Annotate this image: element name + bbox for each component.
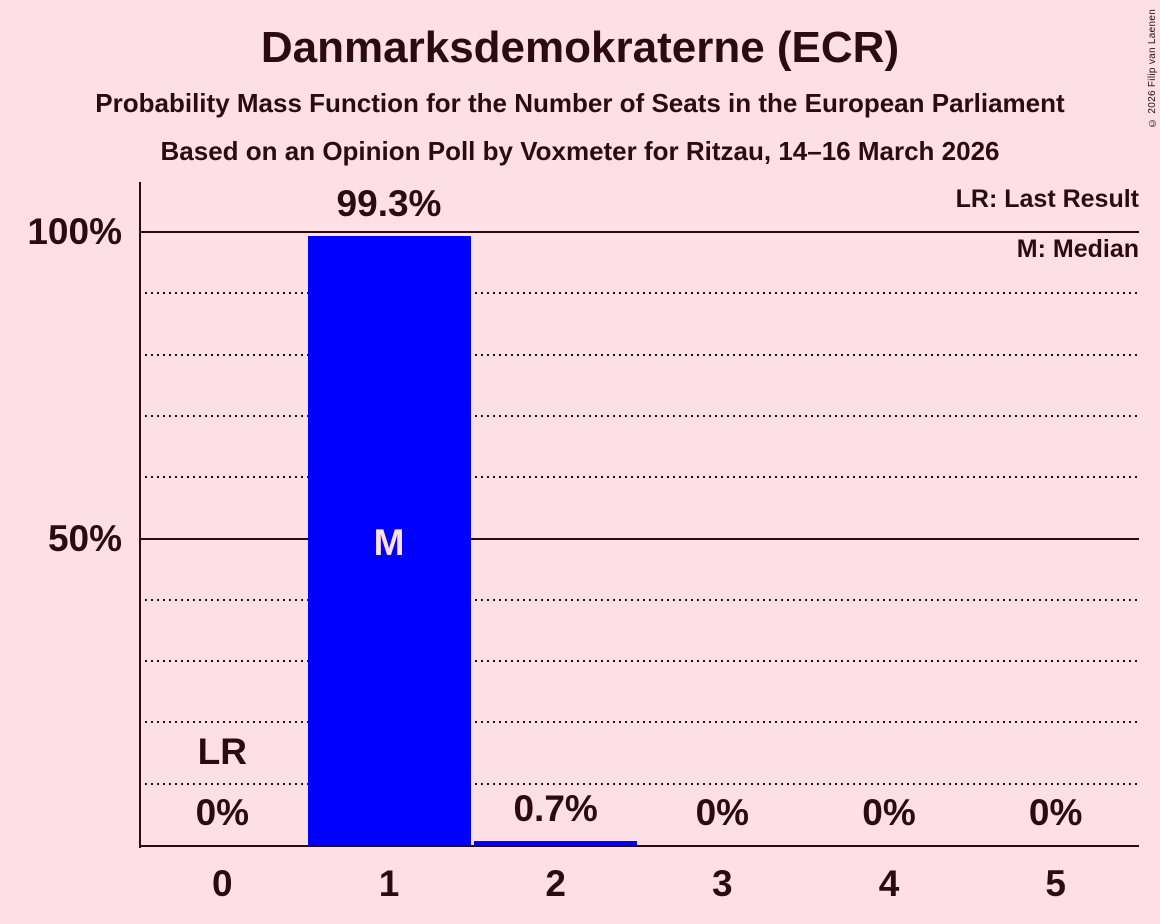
value-label-5: 0%: [1028, 792, 1083, 833]
value-label-2: 0.7%: [513, 788, 598, 829]
y-axis-line: [139, 182, 141, 848]
plot-area: LR: Last Result M: Median 0% 0 LR 99.3% 1 M 0.…: [139, 182, 1139, 904]
x-axis-label-0: 0: [212, 863, 233, 904]
gridline-40pct: [139, 599, 1139, 601]
value-label-3: 0%: [695, 792, 750, 833]
gridline-100pct: [139, 231, 1139, 233]
gridline-90pct: [139, 292, 1139, 294]
gridline-50pct: [139, 538, 1139, 540]
value-label-4: 0%: [862, 792, 916, 833]
value-label-0: 0%: [195, 792, 250, 833]
gridline-80pct: [139, 354, 1139, 356]
x-axis-label-1: 1: [378, 863, 400, 904]
x-axis-label-4: 4: [878, 863, 900, 904]
legend-median: M: Median: [1016, 235, 1139, 263]
value-label-1: 99.3%: [336, 183, 442, 224]
gridline-20pct: [139, 721, 1139, 723]
bar-seats-2: [474, 841, 637, 845]
gridline-30pct: [139, 660, 1139, 662]
chart-title: Danmarksdemokraterne (ECR): [260, 23, 900, 72]
x-axis-label-2: 2: [545, 863, 566, 904]
x-axis-label-5: 5: [1045, 863, 1066, 904]
y-axis-label-50: 50%: [47, 518, 122, 559]
gridline-10pct: [139, 783, 1139, 785]
bar-seats-1: [308, 236, 471, 845]
chart-subtitle: Probability Mass Function for the Number…: [95, 88, 1065, 118]
chart-source-line: Based on an Opinion Poll by Voxmeter for…: [160, 136, 1000, 166]
y-axis-label-100: 100%: [27, 211, 122, 252]
legend-last-result: LR: Last Result: [955, 185, 1139, 213]
x-axis-baseline: [139, 845, 1139, 847]
gridline-60pct: [139, 476, 1139, 478]
median-marker: M: [373, 522, 405, 563]
last-result-marker: LR: [197, 731, 247, 772]
x-axis-label-3: 3: [712, 863, 733, 904]
gridline-70pct: [139, 415, 1139, 417]
